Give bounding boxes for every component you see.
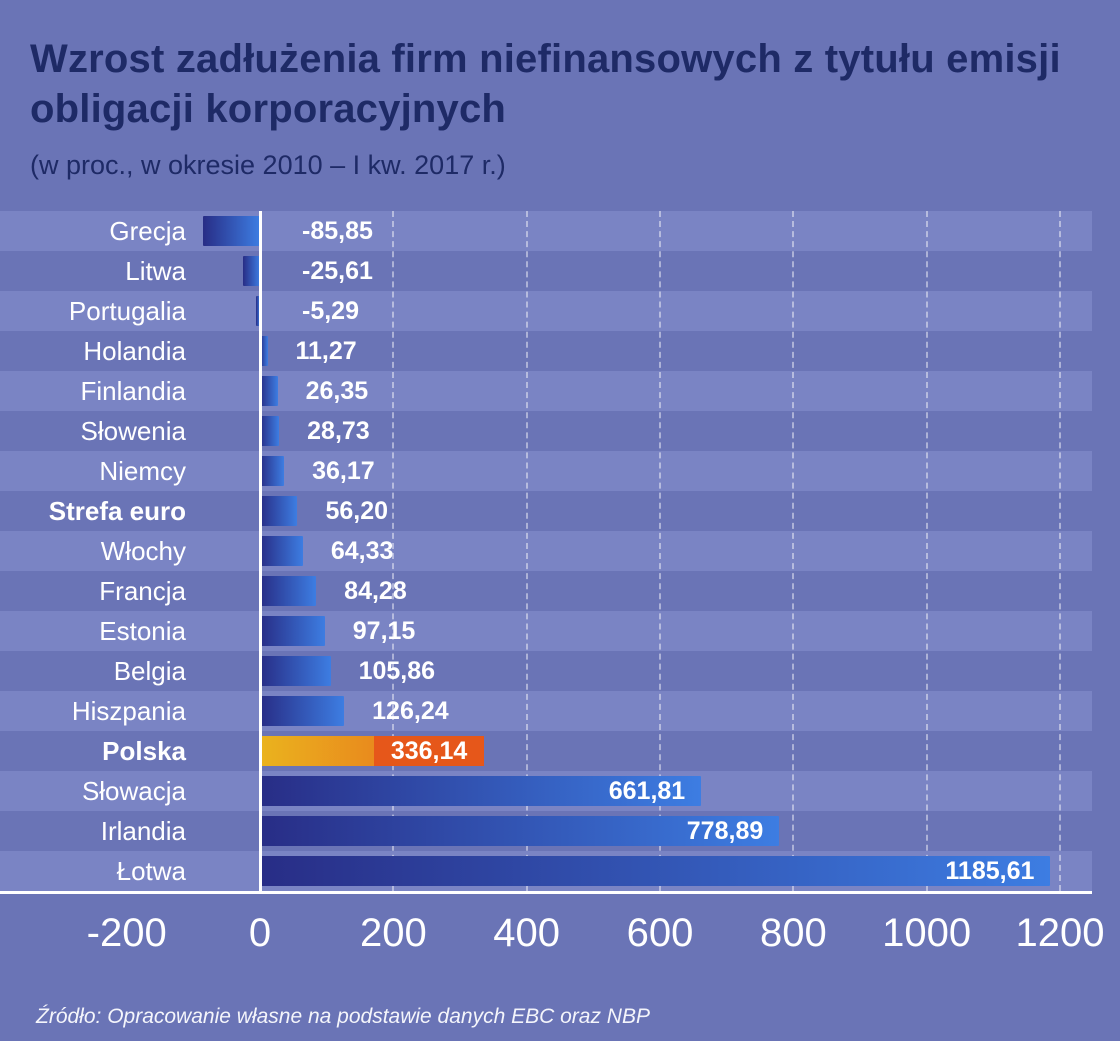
- value-label: 1185,61: [945, 857, 1035, 885]
- value-label: 28,73: [307, 417, 370, 445]
- category-label: Łotwa: [116, 856, 186, 886]
- category-label: Niemcy: [99, 456, 186, 486]
- chart-row: Słowenia 28,73: [0, 411, 1092, 451]
- bar: [242, 256, 260, 286]
- chart-row: Strefa euro 56,20: [0, 491, 1092, 531]
- value-label: -85,85: [302, 217, 373, 245]
- value-label: -25,61: [302, 257, 373, 285]
- x-tick-label: 600: [626, 911, 694, 955]
- value-label: 26,35: [305, 377, 369, 405]
- chart-row: Holandia 11,27: [0, 331, 1092, 371]
- bar: [260, 656, 331, 686]
- x-tick-label: 1000: [882, 911, 972, 955]
- value-label: 56,20: [325, 497, 389, 525]
- value-label: 105,86: [358, 657, 436, 685]
- value-label: 661,81: [608, 777, 686, 805]
- x-tick-label: 200: [359, 911, 427, 955]
- bar: [202, 216, 260, 246]
- category-label: Słowenia: [80, 416, 186, 446]
- x-tick-label: 0: [248, 911, 272, 955]
- category-label: Strefa euro: [48, 496, 186, 526]
- x-tick-label: -200: [86, 911, 167, 955]
- chart-row: Estonia 97,15: [0, 611, 1092, 651]
- bar: [260, 696, 345, 726]
- bar: [260, 336, 268, 366]
- chart-row: Łotwa 1185,61: [0, 851, 1092, 891]
- category-label: Litwa: [125, 256, 186, 286]
- chart-row: Polska 336,14: [0, 731, 1092, 771]
- gridline: [925, 211, 928, 891]
- bar-rows: Grecja -85,85 Litwa -25,61 Portugalia -5,29 Ho…: [0, 211, 1092, 891]
- chart-row: Francja 84,28: [0, 571, 1092, 611]
- gridline: [525, 211, 528, 891]
- value-label: 126,24: [372, 697, 449, 725]
- category-label: Portugalia: [68, 296, 186, 326]
- value-label: 84,28: [344, 577, 407, 605]
- x-axis: -200 0 200 400 600 800 1000 1200: [0, 905, 1105, 961]
- chart-row: Grecja -85,85: [0, 211, 1092, 251]
- chart-row: Litwa -25,61: [0, 251, 1092, 291]
- bar: [260, 856, 1051, 886]
- chart-header: Wzrost zadłużenia firm niefinansowych z …: [0, 0, 1120, 181]
- chart-row: Słowacja 661,81: [0, 771, 1092, 811]
- gridline: [392, 211, 395, 891]
- chart-row: Niemcy 36,17: [0, 451, 1092, 491]
- x-axis-line: [0, 891, 1092, 894]
- chart-row: Portugalia -5,29: [0, 291, 1092, 331]
- gridline: [1059, 211, 1061, 891]
- category-label: Estonia: [99, 616, 186, 646]
- chart-row: Hiszpania 126,24: [0, 691, 1092, 731]
- category-label: Hiszpania: [71, 696, 186, 726]
- gridlines: [0, 211, 1092, 891]
- category-label: Irlandia: [100, 816, 186, 846]
- chart-subtitle: (w proc., w okresie 2010 – I kw. 2017 r.…: [30, 150, 506, 180]
- bar: [260, 776, 702, 806]
- source-note: Źródło: Opracowanie własne na podstawie …: [36, 1005, 650, 1028]
- value-label: 336,14: [374, 736, 485, 766]
- bar: [260, 376, 278, 406]
- category-label: Francja: [99, 576, 186, 606]
- value-label: 11,27: [295, 337, 357, 365]
- category-label: Polska: [102, 736, 186, 766]
- bar: [260, 536, 303, 566]
- bar: [260, 496, 298, 526]
- chart-title: Wzrost zadłużenia firm niefinansowych z …: [30, 37, 1061, 131]
- bar: [260, 616, 325, 646]
- x-tick-label: 400: [493, 911, 561, 955]
- gridline: [659, 211, 661, 891]
- category-label: Grecja: [109, 216, 186, 246]
- bar: [256, 296, 260, 326]
- category-label: Słowacja: [81, 776, 186, 806]
- bar: [260, 416, 280, 446]
- category-label: Finlandia: [80, 376, 186, 406]
- chart-row: Włochy 64,33: [0, 531, 1092, 571]
- x-tick-label: 1200: [1015, 911, 1105, 955]
- category-label: Belgia: [113, 656, 186, 686]
- chart-row: Irlandia 778,89: [0, 811, 1092, 851]
- gridline: [792, 211, 795, 891]
- value-label: 64,33: [330, 537, 394, 565]
- value-label: 97,15: [352, 617, 416, 645]
- value-label: 778,89: [686, 817, 764, 845]
- category-label: Włochy: [100, 536, 186, 566]
- bar: [260, 456, 285, 486]
- value-label: -5,29: [302, 297, 359, 325]
- bar: [260, 576, 317, 606]
- zero-axis-line: [258, 211, 262, 894]
- value-label: 36,17: [312, 457, 375, 485]
- plot-area: Grecja -85,85 Litwa -25,61 Portugalia -5,29 Ho…: [0, 211, 1104, 955]
- chart-row: Belgia 105,86: [0, 651, 1092, 691]
- category-label: Holandia: [83, 336, 186, 366]
- x-tick-label: 800: [759, 911, 827, 955]
- chart-row: Finlandia 26,35: [0, 371, 1092, 411]
- bar: [260, 816, 780, 846]
